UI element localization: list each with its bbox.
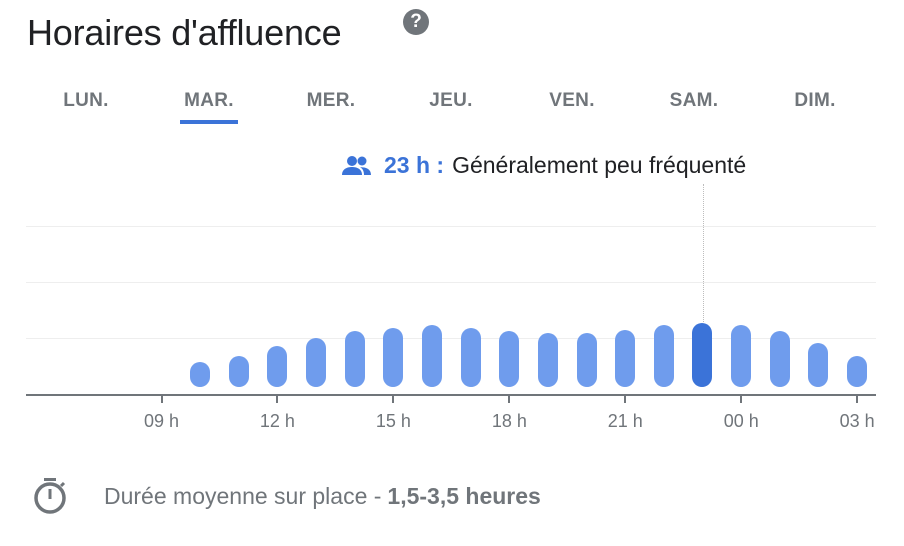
current-status: 23 h : Généralement peu fréquenté xyxy=(342,152,746,179)
tab-jeu[interactable]: JEU. xyxy=(429,90,473,111)
tick-label: 18 h xyxy=(491,411,527,431)
help-icon[interactable]: ? xyxy=(403,9,429,35)
people-icon xyxy=(342,155,371,175)
bar-13h[interactable] xyxy=(305,337,326,387)
tick xyxy=(160,396,163,403)
tab-mar[interactable]: MAR. xyxy=(184,90,234,111)
bar-15h[interactable] xyxy=(383,327,404,387)
tick-label: 15 h xyxy=(375,411,411,431)
duration-label: Durée moyenne sur place - xyxy=(104,482,382,509)
tick-label: 00 h xyxy=(723,411,759,431)
tick xyxy=(508,396,511,403)
tick-label: 21 h xyxy=(607,411,643,431)
bar-18h[interactable] xyxy=(499,331,520,387)
status-description: Généralement peu fréquenté xyxy=(452,152,747,178)
tick-label: 03 h xyxy=(839,411,875,431)
tab-sam[interactable]: SAM. xyxy=(669,90,719,111)
bar-16h[interactable] xyxy=(421,324,442,387)
tick xyxy=(392,396,395,403)
bar-21h[interactable] xyxy=(615,329,636,387)
gridline xyxy=(26,226,876,227)
bar-19h[interactable] xyxy=(537,332,558,387)
tab-dim[interactable]: DIM. xyxy=(794,90,836,111)
tick-label: 09 h xyxy=(143,411,180,431)
day-tabs: LUN. MAR. MER. JEU. VEN. SAM. DIM. xyxy=(26,90,876,130)
page-title: Horaires d'affluence xyxy=(27,12,342,53)
tick xyxy=(276,396,279,403)
bar-12h[interactable] xyxy=(267,346,288,387)
bar-10h[interactable] xyxy=(190,362,210,387)
status-hour: 23 h : xyxy=(384,152,445,178)
tick xyxy=(856,396,859,403)
tick-label: 12 h xyxy=(259,411,295,431)
current-hour-marker xyxy=(703,184,704,322)
bar-11h[interactable] xyxy=(228,355,249,387)
average-duration: Durée moyenne sur place - 1,5-3,5 heures xyxy=(30,476,541,516)
tab-lun[interactable]: LUN. xyxy=(63,90,109,111)
tick xyxy=(624,396,627,403)
bar-00h[interactable] xyxy=(731,324,752,387)
tab-mer[interactable]: MER. xyxy=(306,90,356,111)
stopwatch-icon xyxy=(34,478,66,514)
tick xyxy=(740,396,743,403)
bar-14h[interactable] xyxy=(344,331,365,387)
duration-value: 1,5-3,5 heures xyxy=(387,482,541,509)
gridline xyxy=(26,282,876,283)
bar-01h[interactable] xyxy=(769,331,790,387)
bar-20h[interactable] xyxy=(576,332,597,387)
bar-03h[interactable] xyxy=(847,355,868,387)
tab-ven[interactable]: VEN. xyxy=(549,90,595,111)
bar-02h[interactable] xyxy=(808,342,829,387)
bar-17h[interactable] xyxy=(460,327,481,387)
selected-tab-indicator xyxy=(180,120,238,124)
bar-22h[interactable] xyxy=(653,324,674,387)
x-axis xyxy=(26,394,876,396)
bar-23h[interactable] xyxy=(692,323,713,387)
gridline xyxy=(26,338,876,339)
